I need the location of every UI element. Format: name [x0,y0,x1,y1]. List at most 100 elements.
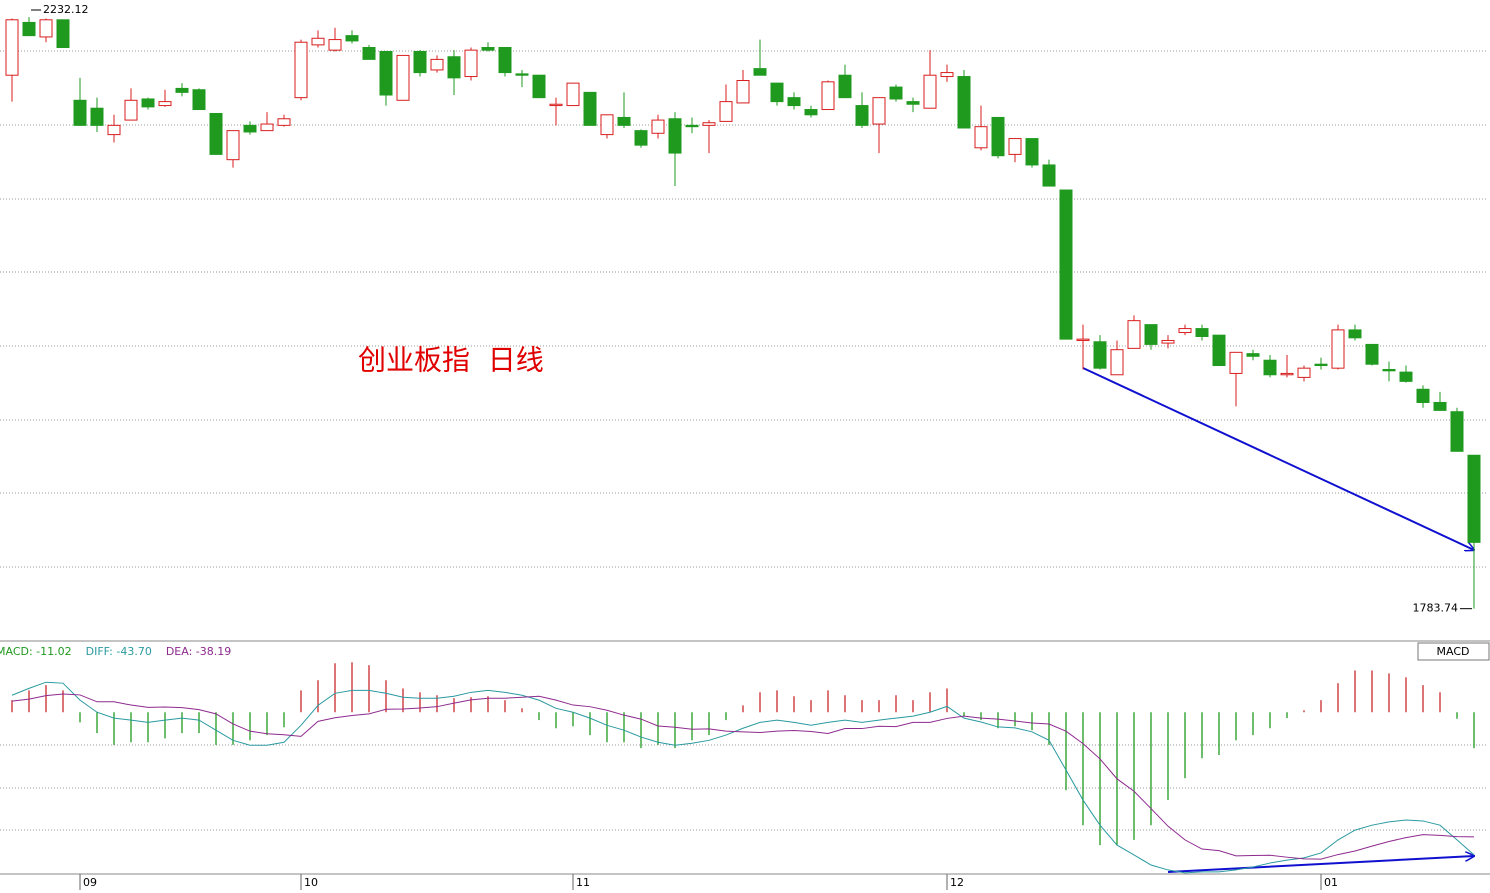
candle-body [328,39,342,51]
x-tick-label: 09 [83,876,97,889]
candle-body [1025,138,1039,166]
candle-body [838,74,852,99]
candle-body [549,103,563,107]
legend-label: DEA: -38.19 [166,645,231,658]
legend-label: MACD: -11.02 [0,645,72,658]
candle-body [243,124,257,133]
x-tick-label: 10 [304,876,318,889]
candle-body [413,50,427,74]
candle-body [39,19,53,38]
candle-body [1178,328,1192,334]
candle-body [1059,189,1073,340]
candle-body [209,112,223,155]
candle-body [1297,367,1311,378]
candle-body [566,82,580,107]
candle-body [396,54,410,101]
candle-body [1093,341,1107,369]
candle-body [73,99,87,126]
candle-body [56,19,70,49]
candle-body [583,91,597,126]
candle-body [141,98,155,108]
candle-body [1348,329,1362,339]
candle-body [311,37,325,46]
candle-body [668,118,682,154]
candle-body [1144,324,1158,345]
candle-body [498,47,512,74]
candle-body [872,97,886,125]
candle-body [634,130,648,146]
candle-body [787,97,801,107]
candle-body [923,74,937,109]
chart-title: 创业板指 日线 [358,344,544,377]
candle-body [685,124,699,128]
candle-body [1331,329,1345,369]
candle-body [889,86,903,100]
candle-body [345,35,359,42]
candle-body [481,47,495,51]
candle-body [770,82,784,103]
candle-body [1399,371,1413,382]
candle-body [447,56,461,79]
candle-body [940,72,954,78]
candle-body [1127,320,1141,349]
candle-body [260,123,274,132]
candle-body [1008,138,1022,155]
candle-body [753,68,767,76]
candle-body [974,126,988,149]
candle-body [1450,411,1464,452]
low-label: 1783.74 [1413,602,1459,615]
candle-body [1263,359,1277,376]
candle-body [1433,401,1447,411]
indicator-box [1417,642,1490,661]
candle-body [1314,363,1328,367]
candle-body [1280,372,1294,376]
grid [0,50,1488,831]
candle-body [651,119,665,134]
candle-body [107,124,121,136]
candle-body [1076,338,1090,341]
candle-body [532,74,546,99]
candle-body [124,99,138,121]
candle-body [277,118,291,126]
macd-line [11,693,1475,860]
candle-body [855,105,869,126]
candle-body [1110,349,1124,376]
candle-body [1042,164,1056,187]
x-tick-label: 11 [576,876,590,889]
candle-body [617,116,631,126]
candle-body [719,101,733,122]
candle-body [1212,334,1226,367]
candle-body [22,21,36,37]
candle-body [1382,368,1396,372]
candle-body [906,101,920,105]
candle-body [192,89,206,111]
macd-line [11,681,1475,874]
marks: 2232.12 1783.74 09 10 11 12 01 MACD: -11.02 DIFF… [0,3,1481,890]
candle-body [515,73,529,76]
candle-body [1195,328,1209,337]
legend-label: DIFF: -43.70 [86,645,152,658]
candle-body [600,114,614,136]
candle-body [1246,353,1260,357]
candle-body [464,49,478,78]
candle-body [226,130,240,161]
x-tick-label: 01 [1324,876,1338,889]
high-label: 2232.12 [43,3,89,16]
candle-body [362,47,376,60]
candle-body [90,107,104,126]
candle-body [5,19,19,76]
candle-body [1416,388,1430,403]
candle-body [957,76,971,129]
candle-body [430,58,444,71]
candle-body [1229,351,1243,374]
candle-body [294,41,308,99]
candle-body [379,50,393,96]
candle-body [1161,339,1175,344]
candle-body [175,87,189,93]
x-tick-label: 12 [950,876,964,889]
candle-body [991,116,1005,157]
candle-body [736,79,750,104]
candle-body [702,122,716,126]
trend-arrow [1167,856,1474,873]
